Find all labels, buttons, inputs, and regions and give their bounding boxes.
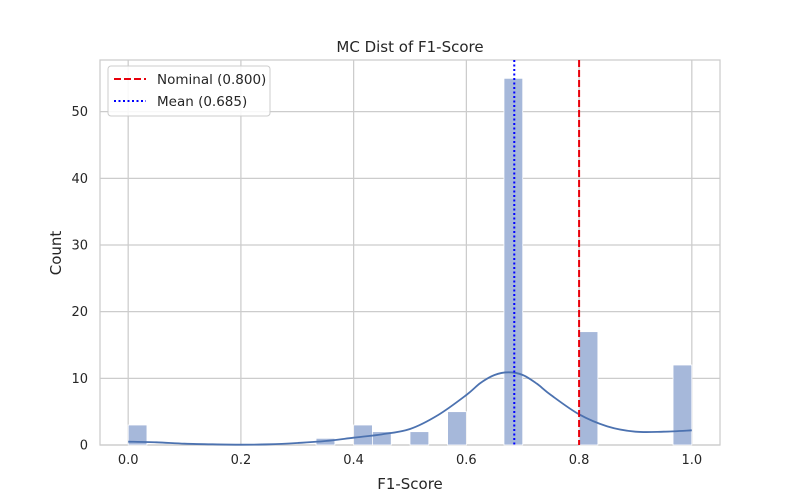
legend-nominal-label: Nominal (0.800) [157, 72, 266, 88]
plot-area [99, 59, 721, 446]
y-tick-label: 50 [71, 105, 88, 120]
x-tick-label: 0.6 [456, 453, 477, 468]
x-tick-label: 1.0 [681, 453, 702, 468]
x-tick-label: 0.4 [343, 453, 364, 468]
x-tick-labels: 0.0 0.2 0.4 0.6 0.8 1.0 [118, 453, 702, 468]
y-tick-label: 20 [71, 305, 88, 320]
y-tick-label: 10 [71, 372, 88, 387]
x-tick-label: 0.0 [118, 453, 139, 468]
histogram-bar [447, 411, 467, 446]
kde-curve-group [128, 371, 692, 446]
y-axis-label: Count [47, 231, 65, 276]
legend: Nominal (0.800) Mean (0.685) [107, 65, 271, 117]
y-tick-label: 30 [71, 239, 88, 254]
legend-box [107, 65, 271, 117]
y-tick-label: 0 [80, 439, 88, 454]
legend-mean-label: Mean (0.685) [157, 94, 247, 110]
x-axis-label: F1-Score [377, 475, 443, 493]
y-tick-label: 40 [71, 172, 88, 187]
histogram-bar [672, 364, 693, 446]
histogram-bar [353, 424, 373, 446]
histogram-bars [127, 77, 693, 446]
histogram-bar [409, 431, 430, 446]
reference-lines [513, 60, 581, 445]
histogram-bar [578, 331, 599, 446]
kde-curve [128, 371, 692, 446]
x-tick-label: 0.8 [569, 453, 590, 468]
x-tick-label: 0.2 [231, 453, 252, 468]
chart-title: MC Dist of F1-Score [336, 38, 483, 56]
y-tick-labels: 0 10 20 30 40 50 [71, 105, 88, 453]
histogram-bar [127, 424, 148, 446]
